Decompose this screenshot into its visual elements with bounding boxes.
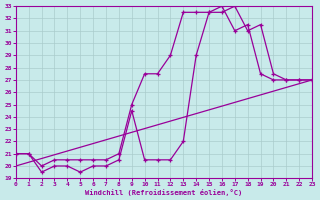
X-axis label: Windchill (Refroidissement éolien,°C): Windchill (Refroidissement éolien,°C) [85, 189, 243, 196]
